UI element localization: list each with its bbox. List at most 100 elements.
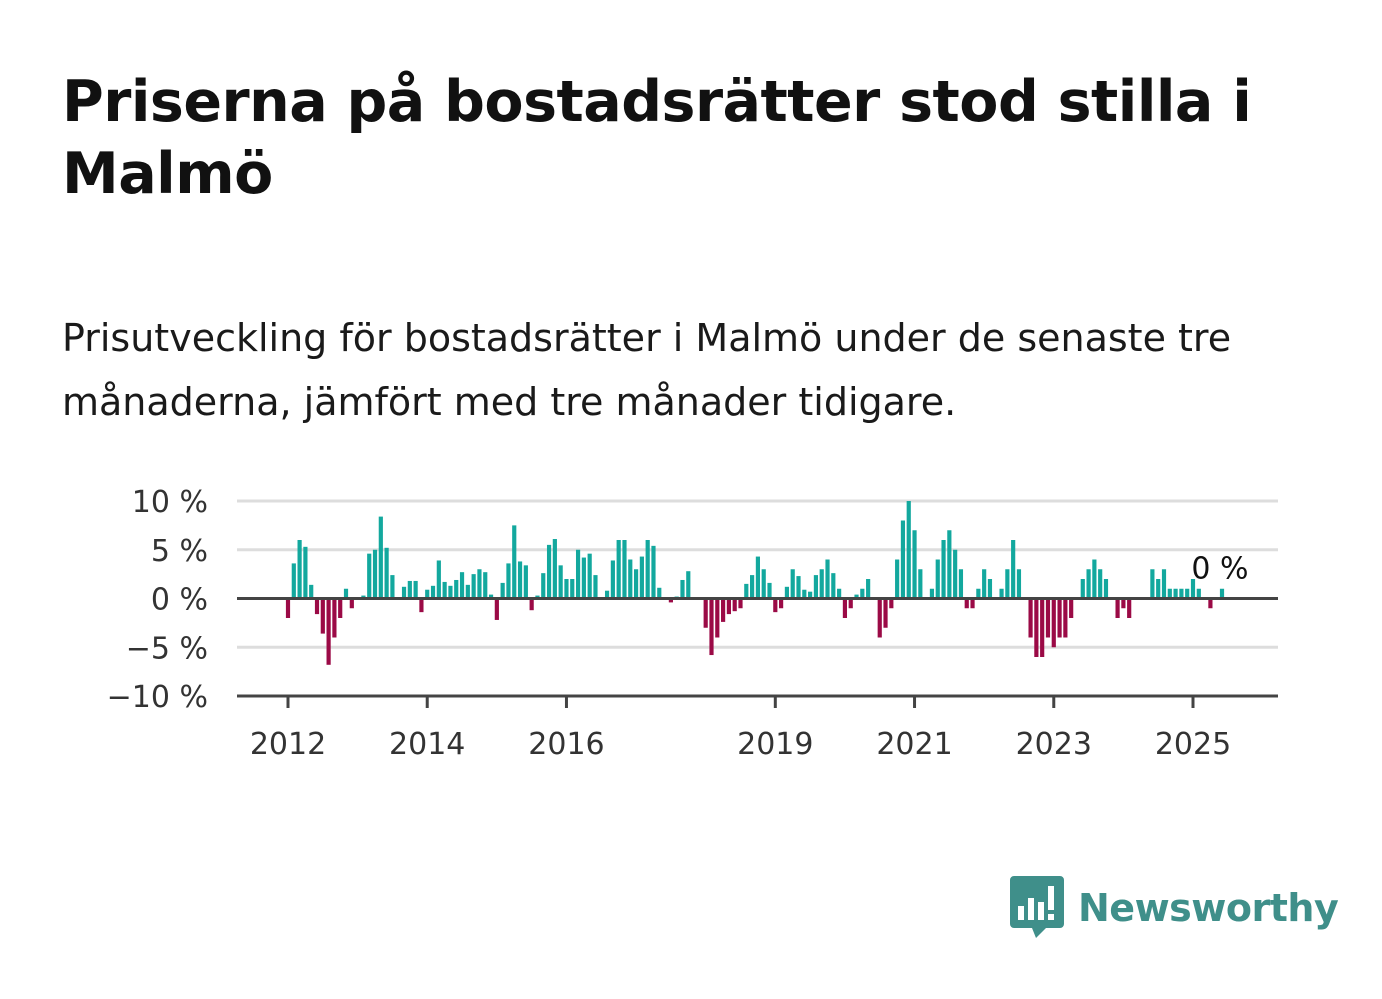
- bar: [1080, 579, 1085, 599]
- bar: [633, 569, 639, 599]
- bar: [616, 540, 621, 599]
- bar: [390, 575, 395, 599]
- chart-title: Priserna på bostadsrätter stod stilla i …: [62, 69, 1252, 207]
- bar: [541, 573, 546, 599]
- bar: [1103, 579, 1109, 599]
- bar: [941, 540, 946, 599]
- bar: [285, 598, 291, 618]
- bars: [285, 501, 1225, 665]
- bar: [523, 565, 528, 599]
- bar: [784, 586, 789, 599]
- bar: [906, 501, 911, 599]
- bar: [309, 584, 314, 599]
- bar: [593, 575, 598, 599]
- bar: [802, 589, 807, 599]
- bar: [436, 560, 441, 599]
- bar: [918, 569, 923, 599]
- bar: [651, 545, 656, 599]
- tick-labels: 10 % 5 % 0 % −5 % −10 % 2012 2014 2016 2019 2021 2…: [107, 485, 1249, 762]
- bar: [796, 576, 801, 599]
- bar: [581, 557, 586, 599]
- bar: [970, 598, 975, 609]
- bar: [761, 569, 766, 599]
- x-tick-label: 2023: [1016, 727, 1092, 762]
- bar: [1167, 588, 1172, 599]
- bar: [1190, 579, 1196, 599]
- bar: [999, 588, 1004, 599]
- bar: [987, 579, 993, 599]
- bar: [454, 579, 459, 599]
- bar: [1115, 598, 1120, 618]
- bar: [831, 573, 836, 599]
- bar: [732, 598, 737, 612]
- bar: [314, 598, 320, 615]
- bar: [1208, 598, 1213, 609]
- bar: [291, 563, 296, 599]
- bar: [1185, 588, 1190, 599]
- bar: [367, 553, 372, 599]
- bar: [1098, 569, 1103, 599]
- bar: [517, 561, 523, 599]
- bar: [808, 591, 813, 599]
- bar: [401, 586, 407, 599]
- bar: [1016, 569, 1022, 599]
- bar: [1040, 598, 1045, 657]
- x-tick-label: 2016: [528, 727, 604, 762]
- bar: [848, 598, 853, 609]
- bar: [912, 530, 917, 599]
- bar: [483, 572, 488, 599]
- bar: [372, 549, 378, 599]
- bar: [755, 556, 760, 599]
- bar: [773, 598, 778, 613]
- bar: [726, 598, 731, 615]
- x-tick-label: 2014: [389, 727, 465, 762]
- bar: [494, 598, 499, 620]
- newsworthy-logo-icon: [1010, 876, 1064, 938]
- brand-name: Newsworthy: [1078, 886, 1339, 930]
- bar: [645, 540, 650, 599]
- bar: [657, 587, 662, 599]
- bar: [430, 585, 436, 599]
- bar: [1045, 598, 1051, 638]
- bar: [1219, 588, 1225, 599]
- bar: [558, 565, 563, 599]
- x-tick-label: 2025: [1155, 727, 1231, 762]
- bar: [378, 516, 383, 599]
- bar: [929, 588, 935, 599]
- x-tick-label: 2019: [737, 727, 813, 762]
- bar: [813, 575, 819, 599]
- bar: [459, 572, 465, 599]
- bar: [790, 569, 795, 599]
- bar: [1196, 588, 1201, 599]
- y-tick-label: −10 %: [107, 680, 208, 715]
- bar: [709, 598, 714, 656]
- bar: [1057, 598, 1062, 638]
- bar: [1011, 540, 1016, 599]
- bar: [1161, 569, 1167, 599]
- bar: [488, 594, 494, 599]
- bar: [1028, 598, 1033, 638]
- bar: [604, 590, 610, 599]
- bar: [1034, 598, 1039, 657]
- bar: [448, 585, 453, 599]
- bar: [715, 598, 720, 638]
- bar: [889, 598, 894, 609]
- bar: [883, 598, 888, 628]
- bar: [1150, 569, 1155, 599]
- bar: [320, 598, 325, 634]
- y-tick-label: 5 %: [151, 534, 208, 569]
- bar: [442, 581, 447, 599]
- bar: [958, 569, 964, 599]
- bar: [1127, 598, 1132, 618]
- bar: [512, 525, 517, 599]
- bar: [842, 598, 848, 618]
- bar: [413, 580, 418, 599]
- bar: [964, 598, 969, 609]
- bar: [384, 547, 389, 599]
- bar: [900, 520, 906, 599]
- bar: [860, 588, 865, 599]
- bar: [639, 556, 644, 599]
- bar: [465, 584, 470, 599]
- bar: [471, 574, 476, 599]
- y-tick-label: −5 %: [126, 631, 208, 666]
